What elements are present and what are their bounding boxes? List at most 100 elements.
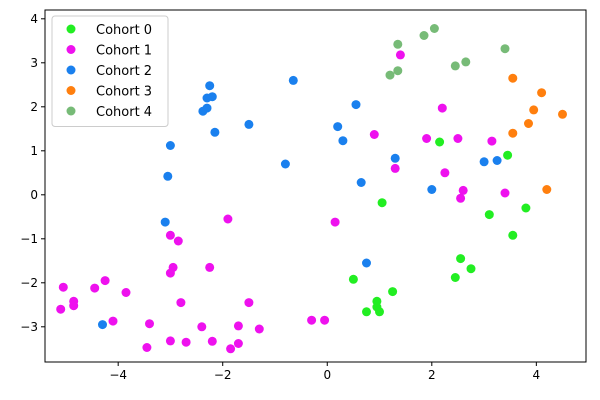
point-series-1-4 <box>453 134 463 143</box>
point-series-1-2 <box>369 130 379 139</box>
point-series-3-1 <box>537 88 547 98</box>
point-series-4-5 <box>450 61 460 71</box>
point-series-0-14 <box>375 307 384 317</box>
point-series-2-16 <box>163 171 173 181</box>
point-series-0-7 <box>466 264 476 274</box>
point-series-4-7 <box>385 70 395 80</box>
point-series-1-33 <box>254 324 264 334</box>
point-series-4-1 <box>419 31 429 40</box>
x-tick-label-4: 4 <box>533 368 541 382</box>
point-series-1-10 <box>456 193 466 203</box>
legend-label-3: Cohort 3 <box>96 85 152 100</box>
point-series-0-5 <box>508 230 518 240</box>
point-series-4-2 <box>393 39 403 49</box>
point-series-1-37 <box>233 339 243 348</box>
point-series-0-13 <box>362 307 371 317</box>
point-series-1-9 <box>500 188 510 198</box>
x-tick-label-0: −4 <box>109 368 127 382</box>
point-series-2-15 <box>492 156 502 165</box>
point-series-1-12 <box>330 217 340 227</box>
point-series-2-5 <box>198 106 208 116</box>
point-series-1-38 <box>142 343 152 352</box>
plot-frame <box>44 9 587 363</box>
point-series-1-27 <box>108 316 118 326</box>
point-series-2-21 <box>98 320 107 330</box>
point-series-3-2 <box>529 105 539 115</box>
point-series-1-31 <box>197 322 207 332</box>
legend-marker-2 <box>66 65 76 75</box>
point-series-1-39 <box>226 344 236 354</box>
point-series-0-6 <box>456 254 466 264</box>
legend-label-0: Cohort 0 <box>96 23 152 38</box>
x-tick-label-3: 2 <box>428 368 436 382</box>
point-series-2-14 <box>479 157 489 167</box>
y-tick-label-1: −2 <box>20 276 38 290</box>
ticks-layer: −4 −2 0 2 4 −3 −2 −1 0 1 2 3 4 <box>20 12 540 382</box>
point-series-4-3 <box>500 44 510 54</box>
point-series-2-10 <box>338 136 348 146</box>
point-series-1-5 <box>487 136 497 146</box>
point-series-1-30 <box>320 315 330 325</box>
point-series-1-7 <box>390 163 400 173</box>
point-series-2-1 <box>205 81 215 91</box>
y-tick-label-5: 2 <box>30 100 38 114</box>
point-series-2-17 <box>356 178 366 187</box>
point-series-1-28 <box>145 319 154 329</box>
legend-marker-0 <box>66 24 76 34</box>
point-series-1-34 <box>165 336 175 346</box>
point-series-0-0 <box>435 137 445 147</box>
point-series-1-35 <box>181 337 191 347</box>
point-series-0-8 <box>450 273 460 282</box>
point-series-2-0 <box>288 75 298 85</box>
point-series-4-6 <box>393 66 403 76</box>
point-series-1-0 <box>395 50 405 60</box>
point-series-1-13 <box>165 230 175 240</box>
point-series-0-2 <box>377 198 387 208</box>
point-series-0-4 <box>521 203 531 213</box>
point-series-0-10 <box>388 287 398 297</box>
point-series-2-8 <box>210 127 220 137</box>
point-series-1-11 <box>223 214 233 224</box>
legend-marker-4 <box>66 106 76 116</box>
point-series-0-3 <box>484 210 494 220</box>
point-series-3-4 <box>524 119 533 128</box>
point-series-3-5 <box>508 128 518 138</box>
y-tick-label-2: −1 <box>20 232 38 246</box>
point-series-0-9 <box>348 274 358 284</box>
point-series-1-36 <box>207 336 217 346</box>
point-series-2-19 <box>160 217 170 227</box>
legend-label-4: Cohort 4 <box>96 105 152 120</box>
legend-marker-3 <box>66 86 76 95</box>
point-series-0-1 <box>503 150 513 160</box>
point-series-1-3 <box>422 134 432 143</box>
point-series-2-18 <box>427 185 437 194</box>
point-series-2-11 <box>165 141 175 150</box>
point-series-1-14 <box>173 236 183 246</box>
point-series-1-1 <box>437 103 447 113</box>
y-tick-label-7: 4 <box>30 12 38 26</box>
point-series-2-7 <box>244 119 254 129</box>
y-tick-label-3: 0 <box>30 188 38 202</box>
point-series-3-0 <box>508 73 518 83</box>
point-series-3-3 <box>558 109 567 119</box>
point-series-4-0 <box>429 24 439 33</box>
legend-frame <box>51 15 169 127</box>
point-series-1-8 <box>458 185 468 195</box>
point-series-2-13 <box>390 153 400 163</box>
point-series-1-24 <box>244 298 254 308</box>
point-series-1-29 <box>307 315 317 325</box>
x-tick-label-2: 0 <box>323 368 331 382</box>
legend: Cohort 0 Cohort 1 Cohort 2 Cohort 3 Cohort 4 <box>51 15 169 127</box>
point-series-2-6 <box>351 100 361 110</box>
point-series-1-16 <box>165 268 175 278</box>
point-series-1-26 <box>56 304 66 314</box>
legend-marker-1 <box>66 45 76 54</box>
point-series-2-12 <box>280 159 290 169</box>
point-series-1-20 <box>90 283 100 293</box>
y-tick-label-4: 1 <box>30 144 38 158</box>
point-series-1-32 <box>233 321 243 331</box>
legend-label-2: Cohort 2 <box>96 64 152 79</box>
point-series-1-21 <box>121 288 131 297</box>
x-tick-label-1: −2 <box>214 368 232 382</box>
point-series-2-9 <box>333 122 343 132</box>
